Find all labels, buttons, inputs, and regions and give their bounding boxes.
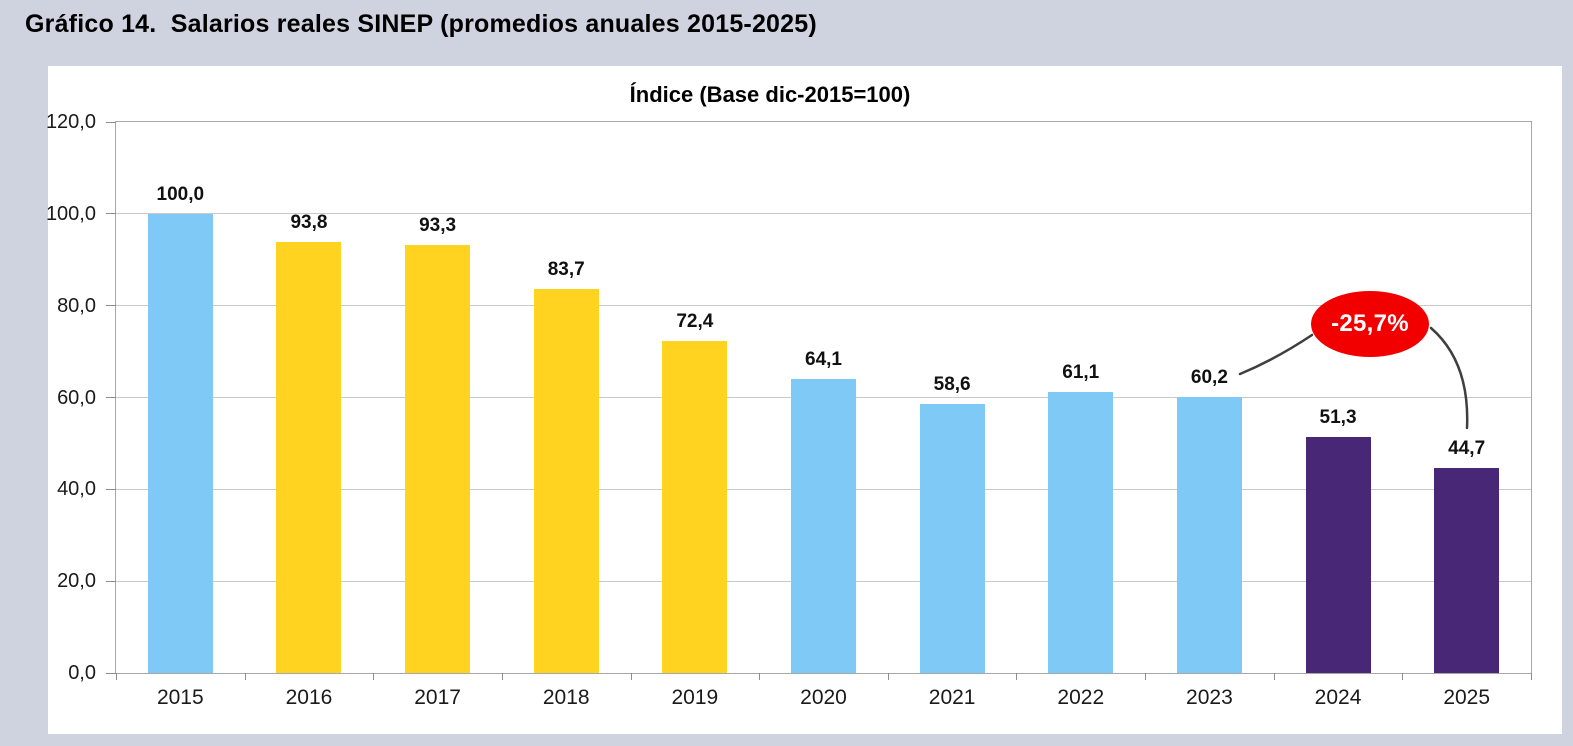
x-axis-tick xyxy=(116,673,117,680)
chart-panel: Índice (Base dic-2015=100) -25,7% 0,0 20,… xyxy=(46,66,1562,734)
y-axis-tick xyxy=(106,121,116,123)
gridline xyxy=(116,305,1531,307)
y-axis-tick xyxy=(106,488,116,490)
y-axis-label: 120,0 xyxy=(45,111,96,133)
x-axis-label: 2022 xyxy=(1057,686,1105,709)
bar-2020 xyxy=(791,378,856,673)
x-axis-tick xyxy=(1145,673,1147,680)
bar-value-label: 44,7 xyxy=(1448,437,1486,459)
y-axis-tick xyxy=(106,672,116,674)
figure-title: Gráfico 14. Salarios reales SINEP (prome… xyxy=(25,10,817,38)
gridline xyxy=(116,213,1531,215)
x-axis-tick xyxy=(759,673,761,680)
y-axis-label: 0,0 xyxy=(68,662,96,684)
x-axis-label: 2020 xyxy=(800,686,847,709)
bar-2023 xyxy=(1176,396,1242,673)
x-axis-label: 2021 xyxy=(928,686,976,709)
x-axis-label: 2015 xyxy=(156,686,204,709)
annotation-label: -25,7% xyxy=(1331,310,1409,337)
x-axis-tick xyxy=(887,673,889,680)
x-axis-label: 2017 xyxy=(414,686,461,709)
x-axis-tick xyxy=(1402,673,1404,680)
x-axis-tick xyxy=(373,673,375,680)
x-axis-tick xyxy=(244,673,246,680)
chart-title: Índice (Base dic-2015=100) xyxy=(629,82,911,107)
bar-2022 xyxy=(1048,392,1114,673)
bar-value-label: 72,4 xyxy=(676,310,714,332)
x-axis-label: 2016 xyxy=(285,686,333,709)
y-axis-label: 40,0 xyxy=(57,478,96,501)
x-axis-tick xyxy=(1016,673,1018,680)
x-axis-tick xyxy=(501,673,503,680)
plot-area: -25,7% 0,0 20,0 40,0 60,0 80,0 100,0 120,0 100,… xyxy=(46,111,1532,709)
bar-value-label: 60,2 xyxy=(1190,366,1228,388)
bar-value-label: 83,7 xyxy=(547,258,585,280)
bar-2015 xyxy=(147,213,213,673)
x-axis-label: 2019 xyxy=(671,686,719,709)
x-axis-tick xyxy=(1273,673,1275,680)
x-axis-label: 2025 xyxy=(1443,686,1491,709)
bar-value-label: 100,0 xyxy=(156,183,205,205)
y-axis-label: 80,0 xyxy=(57,294,96,317)
bar-2016 xyxy=(276,242,342,673)
x-axis-label: 2018 xyxy=(542,686,590,709)
y-axis-label: 20,0 xyxy=(57,570,96,593)
bar-2019 xyxy=(662,340,728,673)
bar-value-label: 51,3 xyxy=(1319,407,1357,429)
x-axis-tick xyxy=(630,673,632,680)
x-axis-label: 2024 xyxy=(1314,686,1362,709)
bar-2021 xyxy=(919,403,985,673)
bar-value-label: 64,1 xyxy=(805,348,842,370)
bar-value-label: 58,6 xyxy=(933,373,971,395)
y-axis-label: 60,0 xyxy=(57,386,96,409)
bar-2024 xyxy=(1305,437,1371,673)
x-axis-label: 2023 xyxy=(1186,686,1233,709)
annotation-ellipse: -25,7% xyxy=(1311,291,1429,357)
y-axis-tick xyxy=(106,580,116,582)
y-axis-tick xyxy=(106,213,116,215)
y-axis-tick xyxy=(106,305,116,307)
y-axis-tick xyxy=(106,397,116,398)
x-axis-tick xyxy=(1531,673,1532,680)
bar-value-label: 61,1 xyxy=(1062,362,1100,384)
bar-2018 xyxy=(533,288,599,673)
bar-value-label: 93,8 xyxy=(290,212,328,234)
y-axis-label: 100,0 xyxy=(45,202,96,225)
bar-2025 xyxy=(1434,467,1500,673)
bar-value-label: 93,3 xyxy=(419,214,457,236)
bar-2017 xyxy=(405,244,471,673)
